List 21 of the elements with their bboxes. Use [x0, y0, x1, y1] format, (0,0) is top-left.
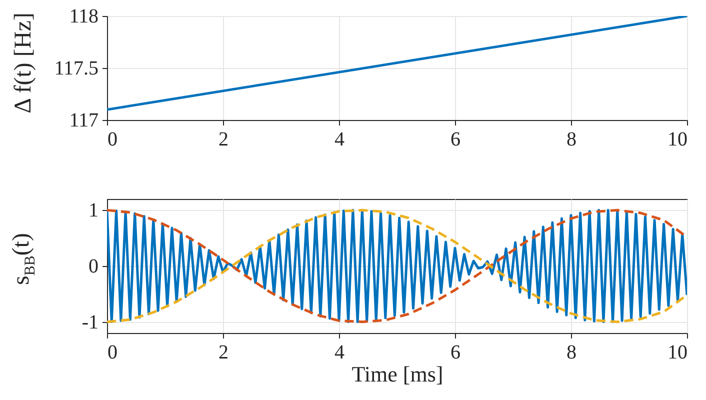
x-tick-label: 10: [668, 342, 688, 364]
x-tick-label: 0: [108, 128, 118, 150]
x-tick-label: 8: [566, 128, 576, 150]
x-tick-label: 2: [218, 128, 228, 150]
x-tick-label: 8: [566, 342, 576, 364]
y-tick-label: 117: [69, 110, 98, 132]
x-tick-label: 6: [450, 128, 460, 150]
y-tick-label: -1: [82, 311, 98, 334]
x-tick-label: 0: [108, 342, 118, 364]
x-tick-label: 10: [668, 128, 688, 150]
x-tick-label: 2: [218, 342, 228, 364]
y-tick-label: 0: [88, 256, 98, 278]
x-tick-label: 4: [334, 342, 344, 364]
y-tick-label: 1: [88, 200, 98, 222]
y-tick-label: 118: [69, 6, 98, 28]
x-axis-title: Time [ms]: [352, 362, 444, 386]
x-tick-label: 6: [450, 342, 460, 364]
line-series: [107, 208, 687, 324]
x-tick-label: 4: [334, 128, 344, 150]
y-axis-title: Δ f(t) [Hz]: [10, 12, 38, 114]
y-tick-label: 117.5: [54, 58, 98, 80]
